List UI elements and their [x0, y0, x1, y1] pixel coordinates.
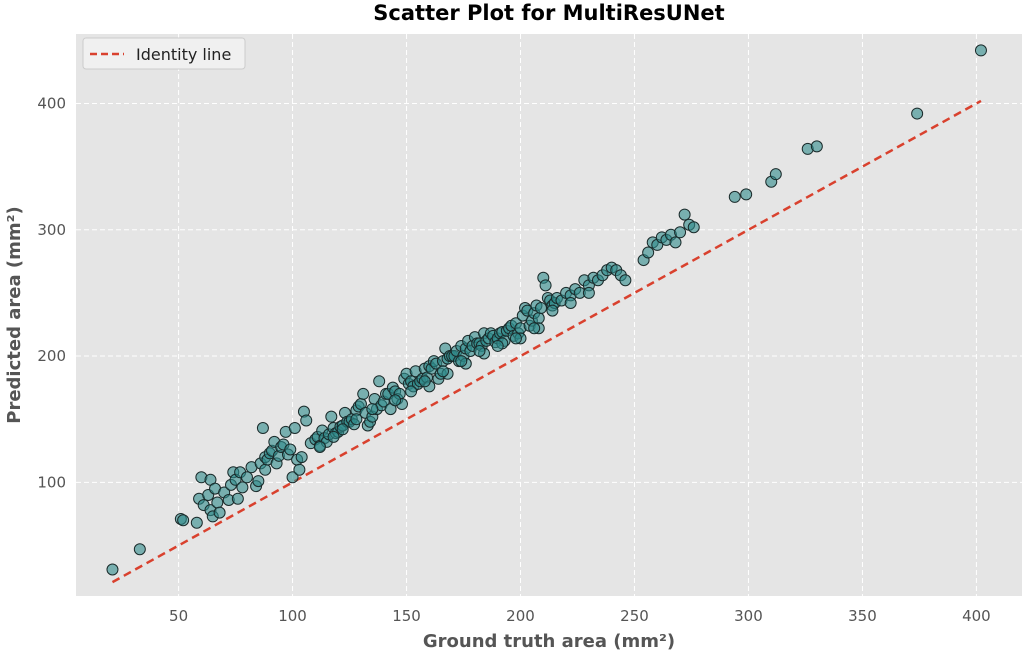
scatter-point [295, 451, 308, 464]
scatter-point [106, 563, 119, 576]
scatter-point [687, 221, 700, 234]
scatter-point [293, 463, 306, 476]
x-tick-label: 350 [848, 607, 877, 625]
legend-box [82, 37, 246, 70]
scatter-point [240, 471, 253, 484]
scatter-point [286, 471, 299, 484]
grid-lines [76, 34, 1022, 596]
scatter-point [213, 506, 226, 519]
scatter-point [231, 492, 244, 505]
identity-line [111, 99, 982, 584]
x-tick-label: 150 [392, 607, 421, 625]
tick-labels: 50 100 150 200 250 300 350 400 100 200 300 400 [37, 94, 990, 625]
scatter-point [539, 279, 552, 292]
scatter-point [740, 188, 753, 201]
x-tick-label: 200 [506, 607, 535, 625]
scatter-point [911, 107, 924, 120]
scatter-point [373, 375, 386, 388]
x-tick-label: 100 [278, 607, 307, 625]
scatter-point [133, 543, 146, 556]
scatter-point [252, 475, 265, 488]
scatter-point [336, 423, 349, 436]
x-tick-label: 250 [620, 607, 649, 625]
scatter-point [327, 430, 340, 443]
scatter-point [236, 481, 249, 494]
scatter-point [284, 443, 297, 456]
scatter-point [418, 375, 431, 388]
x-tick-label: 50 [169, 607, 188, 625]
scatter-point [300, 414, 313, 427]
scatter-point [528, 322, 541, 335]
legend-label-identity-line: Identity line [136, 45, 231, 64]
scatter-point [357, 387, 370, 400]
scatter-point [532, 312, 545, 325]
scatter-point [177, 514, 190, 527]
x-tick-label: 400 [962, 607, 991, 625]
scatter-point [974, 44, 987, 57]
x-tick-label: 300 [734, 607, 763, 625]
y-tick-label: 400 [37, 94, 66, 112]
scatter-points [106, 44, 987, 576]
y-tick-label: 200 [37, 347, 66, 365]
scatter-point [728, 190, 741, 203]
scatter-point [389, 394, 402, 407]
scatter-point [288, 422, 301, 435]
scatter-point [211, 496, 224, 509]
y-tick-label: 300 [37, 221, 66, 239]
scatter-point [405, 385, 418, 398]
y-tick-label: 100 [37, 473, 66, 491]
scatter-point [810, 140, 823, 153]
scatter-point [582, 286, 595, 299]
scatter-point [564, 297, 577, 310]
scatter-point [473, 344, 486, 357]
scatter-point [509, 332, 522, 345]
scatter-point [669, 236, 682, 249]
scatter-point [325, 410, 338, 423]
scatter-point [366, 403, 379, 416]
scatter-point [642, 246, 655, 259]
x-axis-title: Ground truth area (mm²) [423, 631, 675, 652]
scatter-point [678, 208, 691, 221]
scatter-point [256, 422, 269, 435]
y-axis-title: Predicted area (mm²) [4, 206, 25, 423]
scatter-point [769, 168, 782, 181]
chart-title: Scatter Plot for MultiResUNet [373, 1, 724, 25]
scatter-point [674, 226, 687, 239]
scatter-point [546, 304, 559, 317]
scatter-point [619, 274, 632, 287]
legend: Identity line [82, 37, 246, 70]
scatter-point [437, 365, 450, 378]
scatter-point [455, 355, 468, 368]
scatter-point [313, 440, 326, 453]
scatter-point [350, 413, 363, 426]
scatter-point [535, 302, 548, 315]
scatter-point [491, 339, 504, 352]
scatter-point [259, 463, 272, 476]
identity-line-group [111, 99, 982, 584]
scatter-point [190, 516, 203, 529]
